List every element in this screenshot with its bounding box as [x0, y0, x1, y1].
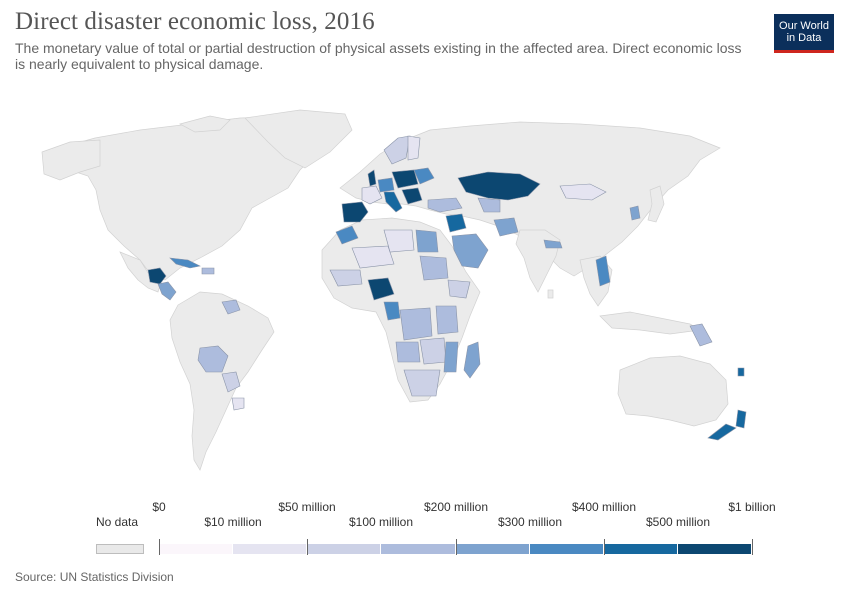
country-balkans[interactable] — [401, 187, 423, 205]
legend-bin — [530, 544, 604, 554]
country-saudi-arabia[interactable] — [451, 233, 489, 269]
legend-tick-label: $400 million — [571, 500, 637, 514]
country-mongolia[interactable] — [559, 183, 607, 201]
source-note: Source: UN Statistics Division — [15, 570, 174, 584]
greenland[interactable] — [244, 109, 353, 169]
country-ukraine[interactable] — [413, 167, 435, 185]
alaska[interactable] — [41, 139, 101, 181]
country-italy[interactable] — [383, 191, 403, 213]
country-vietnam-laos[interactable] — [595, 255, 611, 287]
country-iraq-syria[interactable] — [445, 213, 467, 233]
legend-tick-label: $1 billion — [728, 500, 776, 514]
country-new-zealand-north[interactable] — [735, 409, 747, 429]
country-afghanistan[interactable] — [493, 217, 519, 237]
legend-tick-label: $50 million — [278, 500, 336, 514]
color-legend: No data $0 $50 million $200 million $400… — [0, 490, 850, 560]
country-guatemala-honduras[interactable] — [147, 267, 167, 285]
country-kazakhstan[interactable] — [457, 171, 541, 201]
owid-logo[interactable]: Our World in Data — [774, 14, 834, 53]
legend-bin — [307, 544, 381, 554]
country-angola[interactable] — [395, 341, 421, 363]
country-morocco[interactable] — [335, 225, 359, 245]
legend-no-data-label: No data — [96, 515, 139, 529]
legend-tick-label: $300 million — [497, 515, 563, 529]
country-uzbekistan[interactable] — [477, 197, 501, 213]
legend-tick — [159, 539, 160, 555]
country-portugal-spain[interactable] — [341, 201, 369, 223]
legend-bin — [678, 544, 752, 554]
country-libya-egypt[interactable] — [383, 229, 415, 253]
country-sudan[interactable] — [419, 255, 449, 281]
country-uk[interactable] — [367, 169, 377, 187]
legend-tick-label: $0 — [152, 500, 166, 514]
country-poland-belarus[interactable] — [391, 169, 419, 189]
legend-tick — [307, 539, 308, 555]
country-korea[interactable] — [629, 205, 641, 221]
country-mali-niger[interactable] — [351, 245, 395, 269]
legend-tick-label: $500 million — [645, 515, 711, 529]
country-vanuatu-fiji[interactable] — [737, 367, 745, 377]
map-land-with-data — [147, 135, 747, 441]
legend-tick-label: $100 million — [348, 515, 414, 529]
logo-text: Our World in Data — [779, 20, 829, 44]
australia[interactable] — [617, 355, 729, 427]
legend-tick — [456, 539, 457, 555]
legend-tick-label: $200 million — [423, 500, 489, 514]
country-bolivia[interactable] — [197, 345, 229, 373]
legend-tick — [604, 539, 605, 555]
country-france[interactable] — [361, 185, 383, 205]
legend-bin — [381, 544, 456, 554]
legend-bin — [456, 544, 530, 554]
country-nigeria[interactable] — [367, 277, 395, 301]
japan[interactable] — [647, 185, 665, 223]
country-uruguay[interactable] — [231, 397, 245, 411]
country-finland[interactable] — [407, 135, 421, 161]
south-america[interactable] — [169, 291, 275, 471]
world-map — [41, 109, 747, 471]
country-madagascar[interactable] — [463, 341, 481, 379]
country-paraguay[interactable] — [221, 371, 241, 393]
legend-tick — [752, 539, 753, 555]
country-mozambique[interactable] — [443, 341, 459, 373]
country-ethiopia[interactable] — [447, 279, 471, 299]
country-guyana[interactable] — [221, 299, 241, 315]
country-zambia-mozambique[interactable] — [419, 337, 447, 365]
country-nicaragua-costa-rica[interactable] — [157, 281, 177, 301]
india[interactable] — [515, 229, 561, 293]
country-haiti-dr[interactable] — [201, 267, 215, 275]
country-cuba[interactable] — [169, 257, 201, 269]
chart-subtitle: The monetary value of total or partial d… — [15, 40, 742, 72]
country-south-africa[interactable] — [403, 369, 441, 397]
country-philippines[interactable] — [689, 323, 713, 347]
canadian-islands[interactable] — [179, 115, 231, 133]
country-germany[interactable] — [377, 177, 395, 193]
country-turkey[interactable] — [427, 197, 463, 213]
legend-bin — [604, 544, 678, 554]
country-bangladesh[interactable] — [543, 239, 563, 249]
country-kenya-tanzania[interactable] — [435, 305, 459, 335]
country-cameroon-gabon[interactable] — [383, 301, 401, 321]
country-new-zealand-south[interactable] — [707, 423, 737, 441]
country-egypt[interactable] — [415, 229, 439, 253]
chart-title: Direct disaster economic loss, 2016 — [15, 8, 375, 35]
sri-lanka[interactable] — [547, 289, 554, 299]
legend-tick-label: $10 million — [204, 515, 262, 529]
indonesia[interactable] — [599, 311, 702, 335]
legend-bin — [233, 544, 307, 554]
legend-bin — [159, 544, 233, 554]
country-west-africa[interactable] — [329, 269, 363, 287]
legend-no-data-swatch — [96, 544, 144, 554]
eurasia[interactable] — [339, 121, 721, 277]
country-drc[interactable] — [399, 307, 433, 341]
